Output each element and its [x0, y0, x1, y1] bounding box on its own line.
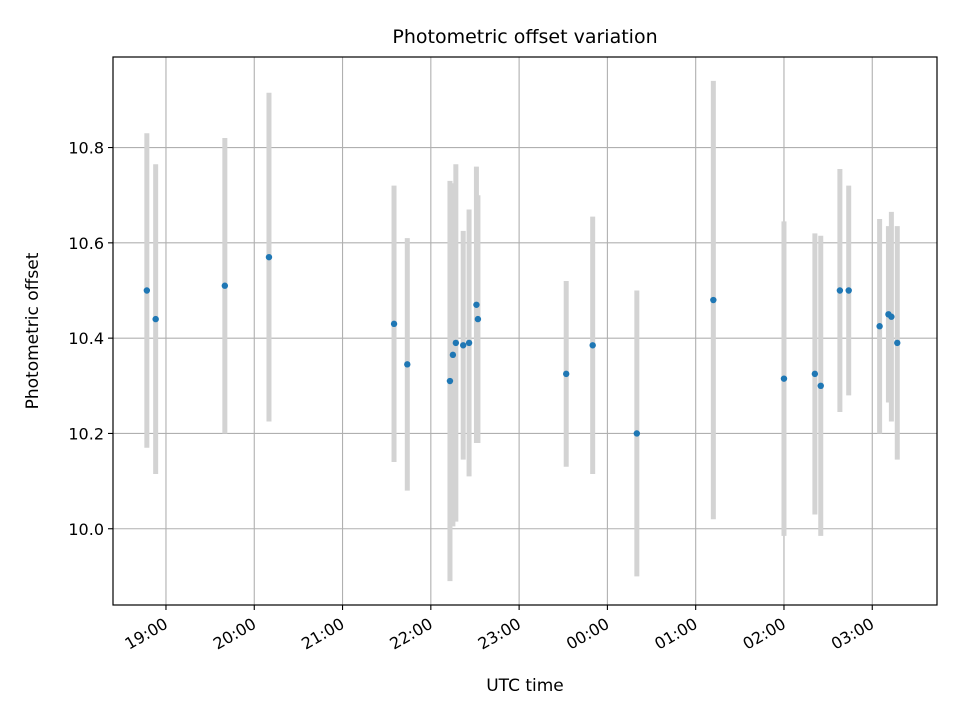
data-point [474, 315, 482, 323]
data-point [449, 351, 457, 359]
y-tick-label: 10.6 [68, 234, 104, 253]
data-point [473, 301, 480, 308]
y-axis-ticks: 10.0 10.2 10.4 10.6 10.8 [68, 139, 113, 539]
data-point [404, 361, 411, 368]
y-tick-label: 10.0 [68, 520, 104, 539]
y-tick-label: 10.4 [68, 329, 104, 348]
y-tick-label: 10.2 [68, 424, 104, 443]
data-point [446, 377, 454, 385]
data-point [845, 287, 852, 294]
data-point [465, 339, 473, 347]
data-point [836, 287, 844, 294]
data-point [894, 339, 901, 347]
chart-title: Photometric offset variation [392, 26, 657, 48]
data-point [152, 315, 159, 323]
data-point [811, 370, 819, 378]
data-point [460, 342, 467, 349]
data-point [710, 296, 717, 304]
y-tick-label: 10.8 [68, 139, 104, 158]
data-point [589, 342, 596, 349]
data-point [780, 375, 788, 382]
data-point [452, 339, 460, 347]
data-point [563, 370, 570, 378]
data-point [390, 320, 398, 328]
point-layer [143, 253, 901, 437]
data-point [888, 313, 895, 320]
data-point [143, 287, 151, 294]
data-point [876, 323, 883, 330]
data-point [221, 282, 229, 289]
data-point [265, 253, 273, 261]
y-axis-label: Photometric offset [23, 252, 43, 409]
data-point [633, 430, 641, 437]
data-point [817, 382, 824, 389]
plot-frame [112, 56, 938, 606]
plot-area [113, 57, 937, 605]
x-axis-label: UTC time [486, 676, 564, 696]
